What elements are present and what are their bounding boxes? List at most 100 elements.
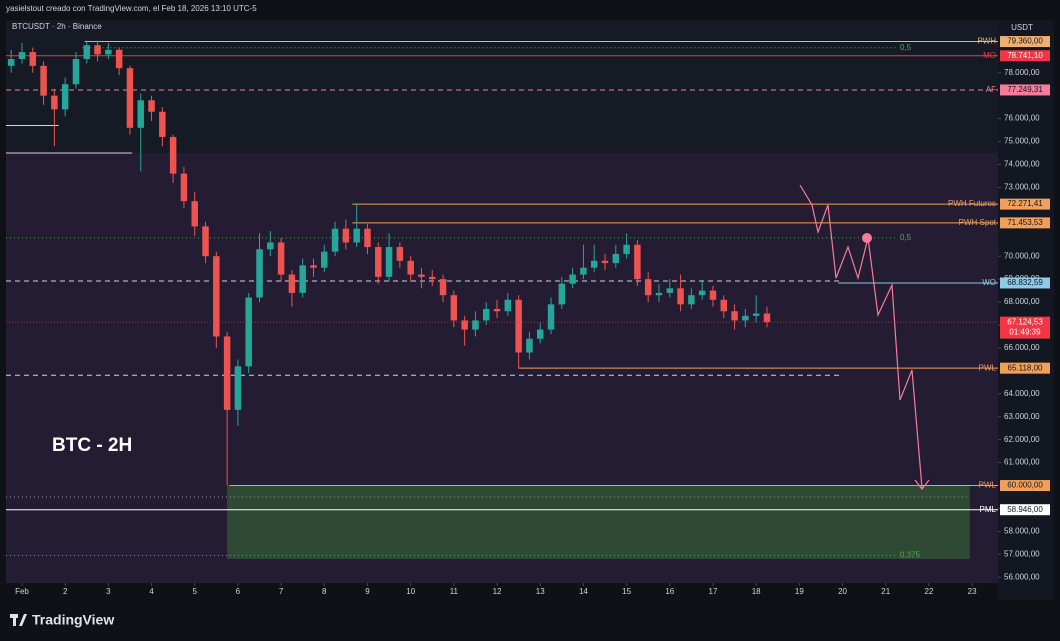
- level-name: PML: [980, 505, 997, 514]
- candle-body: [375, 247, 382, 277]
- last-price: 67.124,53: [1007, 317, 1043, 326]
- level-price: 58.946,00: [1007, 505, 1043, 514]
- y-tick-label: 61.000,00: [1004, 458, 1040, 467]
- y-tick-label: 63.000,00: [1004, 412, 1040, 421]
- x-tick-label: 19: [795, 587, 804, 596]
- x-tick-label: 18: [752, 587, 761, 596]
- currency: USDT: [1011, 23, 1033, 32]
- candle-body: [644, 279, 652, 296]
- candle-body: [277, 242, 285, 275]
- x-tick-label: 10: [406, 587, 415, 596]
- projection: [799, 184, 923, 489]
- candle-body: [429, 276, 436, 280]
- candle-body: [234, 366, 242, 410]
- candle-body: [698, 290, 706, 296]
- level-price-box: [1000, 480, 1050, 492]
- y-tick-label: 57.000,00: [1004, 549, 1040, 558]
- candle-body: [536, 329, 544, 339]
- fib-label: 0,5: [900, 233, 912, 242]
- x-tick-label: 12: [493, 587, 502, 596]
- x-tick-label: 2: [63, 587, 68, 596]
- candle-body: [742, 315, 749, 321]
- candle-body: [601, 260, 609, 264]
- header: yasielstout creado con TradingView.com, …: [6, 4, 257, 13]
- y-tick-label: 64.000,00: [1004, 389, 1040, 398]
- x-tick-label: 23: [968, 587, 977, 596]
- candle-body: [634, 244, 641, 280]
- x-tick-label: 21: [881, 587, 890, 596]
- candle-body: [213, 256, 220, 337]
- x-tick-label: Feb: [15, 587, 29, 596]
- level-price-box: [1000, 362, 1050, 374]
- candle-body: [688, 295, 695, 305]
- x-tick-label: 3: [106, 587, 111, 596]
- candle-body: [385, 247, 393, 277]
- level-price: 68.832,59: [1007, 278, 1043, 287]
- y-tick-label: 68.000,00: [1004, 297, 1040, 306]
- level-price-box: [1000, 36, 1050, 48]
- x-tick-label: 22: [924, 587, 933, 596]
- candle-body: [137, 100, 144, 128]
- x-tick-label: 14: [579, 587, 588, 596]
- candle-body: [29, 52, 37, 66]
- y-tick-label: 78.000,00: [1004, 68, 1040, 77]
- candle-body: [72, 58, 80, 85]
- candle-body: [666, 288, 674, 293]
- candle-body: [191, 201, 198, 227]
- x-tick-label: 20: [838, 587, 847, 596]
- candle-body: [461, 320, 468, 330]
- candle-body: [267, 242, 274, 250]
- level-price-box: [1000, 50, 1050, 62]
- level-price: 60.000,00: [1007, 481, 1043, 490]
- level-name: PWH Spot: [959, 218, 997, 227]
- candle-body: [202, 226, 209, 257]
- candle-body: [580, 267, 587, 275]
- annotation: BTC - 2H: [52, 435, 132, 456]
- candle-body: [655, 292, 663, 296]
- x-tick-label: 6: [236, 587, 241, 596]
- level-price-box: [1000, 504, 1050, 516]
- candle-body: [752, 313, 760, 316]
- candle-body: [299, 265, 306, 293]
- candle-body: [115, 49, 123, 69]
- level-name: PWH Futuros: [948, 199, 996, 208]
- level-price: 79.360,00: [1007, 37, 1043, 46]
- candle-body: [677, 288, 684, 305]
- level-price: 72.271,41: [1007, 199, 1043, 208]
- candle-body: [94, 45, 101, 55]
- zone: [227, 485, 970, 559]
- x-tick-label: 7: [279, 587, 284, 596]
- price-axis: [998, 20, 1054, 600]
- fib-label: 0,5: [900, 43, 912, 52]
- countdown: 01:49:39: [1009, 327, 1041, 336]
- candle-body: [709, 290, 717, 300]
- x-tick-label: 17: [709, 587, 718, 596]
- candle-body: [407, 260, 414, 275]
- candle-body: [396, 247, 404, 261]
- x-tick-label: 5: [192, 587, 197, 596]
- level-price-box: [1000, 217, 1050, 229]
- level-price-box: [1000, 277, 1050, 289]
- candle-body: [569, 274, 576, 284]
- candle-body: [7, 58, 15, 66]
- candle-body: [159, 111, 166, 137]
- x-tick-label: 15: [622, 587, 631, 596]
- candle-body: [180, 173, 188, 202]
- candle-body: [40, 65, 47, 96]
- candle-body: [83, 45, 90, 59]
- candle-body: [331, 228, 339, 252]
- candle-body: [126, 68, 134, 128]
- x-tick-label: 9: [365, 587, 370, 596]
- candle-body: [731, 311, 738, 321]
- x-tick-label: 13: [536, 587, 545, 596]
- level-price-box: [1000, 198, 1050, 210]
- candle-body: [526, 338, 533, 353]
- target-point: [862, 233, 872, 243]
- level-name: WO: [982, 278, 996, 287]
- candle-body: [482, 308, 490, 321]
- candle-body: [515, 299, 522, 353]
- candle-body: [450, 295, 458, 321]
- logo: [10, 614, 27, 626]
- y-tick-label: 74.000,00: [1004, 160, 1040, 169]
- y-tick-label: 62.000,00: [1004, 435, 1040, 444]
